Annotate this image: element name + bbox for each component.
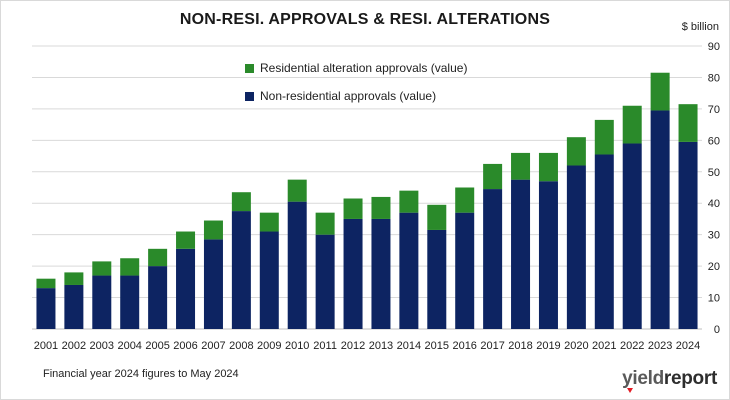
bar-non-residential xyxy=(343,218,363,329)
bar-residential-alterations xyxy=(511,152,531,180)
x-tick-label: 2009 xyxy=(257,340,281,352)
y-tick-label: 30 xyxy=(708,230,720,242)
chart-legend: Residential alteration approvals (value)… xyxy=(245,61,467,117)
legend-item-non-residential: Non-residential approvals (value) xyxy=(245,89,467,103)
bar-residential-alterations xyxy=(399,190,419,213)
bar-residential-alterations xyxy=(64,272,84,285)
bar-residential-alterations xyxy=(678,104,698,142)
bar-non-residential xyxy=(148,266,168,329)
y-tick-label: 90 xyxy=(708,41,720,53)
bar-residential-alterations xyxy=(538,152,558,182)
bar-non-residential xyxy=(64,284,84,329)
bar-non-residential xyxy=(371,218,391,329)
legend-label-residential-alterations: Residential alteration approvals (value) xyxy=(260,61,468,75)
bar-non-residential xyxy=(176,248,196,329)
y-tick-label: 70 xyxy=(708,104,720,116)
y-tick-label: 10 xyxy=(708,293,720,305)
x-tick-label: 2024 xyxy=(676,340,700,352)
bar-residential-alterations xyxy=(148,248,168,267)
bar-residential-alterations xyxy=(315,212,335,235)
x-tick-label: 2014 xyxy=(397,340,421,352)
legend-swatch-residential-alterations xyxy=(245,63,254,73)
legend-label-non-residential: Non-residential approvals (value) xyxy=(260,89,437,103)
bar-non-residential xyxy=(259,231,279,329)
bar-non-residential xyxy=(120,275,140,329)
x-tick-label: 2022 xyxy=(620,340,644,352)
bar-non-residential xyxy=(594,154,614,329)
x-tick-label: 2019 xyxy=(536,340,560,352)
x-tick-label: 2001 xyxy=(34,340,58,352)
x-tick-label: 2006 xyxy=(173,340,197,352)
bar-residential-alterations xyxy=(92,261,112,276)
legend-item-residential-alterations: Residential alteration approvals (value) xyxy=(245,61,467,75)
x-tick-label: 2008 xyxy=(229,340,253,352)
bar-residential-alterations xyxy=(176,231,196,249)
bar-non-residential xyxy=(92,275,112,329)
x-tick-label: 2003 xyxy=(90,340,114,352)
bar-residential-alterations xyxy=(594,119,614,155)
bar-residential-alterations xyxy=(287,179,307,202)
x-tick-label: 2012 xyxy=(341,340,365,352)
legend-swatch-non-residential xyxy=(245,91,254,101)
x-tick-label: 2021 xyxy=(592,340,616,352)
bar-non-residential xyxy=(678,141,698,329)
x-tick-label: 2007 xyxy=(201,340,225,352)
bar-non-residential xyxy=(203,239,223,329)
x-tick-label: 2013 xyxy=(369,340,393,352)
bar-residential-alterations xyxy=(36,278,56,289)
x-tick-label: 2004 xyxy=(117,340,141,352)
bar-non-residential xyxy=(455,212,475,329)
bar-residential-alterations xyxy=(203,220,223,240)
bar-non-residential xyxy=(399,212,419,329)
chart-title: NON-RESI. APPROVALS & RESI. ALTERATIONS xyxy=(179,11,551,28)
bar-residential-alterations xyxy=(259,212,279,232)
x-tick-label: 2015 xyxy=(425,340,449,352)
footnote: Financial year 2024 figures to May 2024 xyxy=(43,368,239,380)
bar-non-residential xyxy=(427,229,447,329)
brand-logo-marker-icon xyxy=(627,388,634,393)
bar-residential-alterations xyxy=(371,196,391,219)
x-tick-label: 2017 xyxy=(480,340,504,352)
bar-non-residential xyxy=(622,143,642,329)
x-tick-label: 2023 xyxy=(648,340,672,352)
bar-non-residential xyxy=(231,211,251,329)
y-tick-label: 50 xyxy=(708,167,720,179)
y-tick-label: 0 xyxy=(714,324,720,336)
brand-logo-part2: report xyxy=(663,368,717,389)
bar-non-residential xyxy=(315,234,335,329)
y-tick-label: 20 xyxy=(708,261,720,273)
y-axis-unit-label: $ billion xyxy=(681,21,719,33)
y-tick-label: 80 xyxy=(708,72,720,84)
y-tick-label: 60 xyxy=(708,135,720,147)
bar-non-residential xyxy=(287,201,307,329)
bar-non-residential xyxy=(483,189,503,329)
brand-logo-part1: yield xyxy=(622,368,664,389)
x-tick-label: 2010 xyxy=(285,340,309,352)
bar-residential-alterations xyxy=(566,137,586,166)
x-tick-label: 2016 xyxy=(452,340,476,352)
bar-non-residential xyxy=(36,288,56,329)
x-tick-label: 2011 xyxy=(313,340,337,352)
bar-residential-alterations xyxy=(483,163,503,190)
bar-non-residential xyxy=(566,165,586,329)
bar-residential-alterations xyxy=(120,258,140,276)
bar-non-residential xyxy=(650,110,670,329)
bar-residential-alterations xyxy=(231,192,251,212)
bar-residential-alterations xyxy=(343,198,363,219)
brand-logo: yieldreport xyxy=(622,368,717,393)
y-tick-label: 40 xyxy=(708,198,720,210)
x-tick-label: 2002 xyxy=(62,340,86,352)
bar-residential-alterations xyxy=(427,204,447,230)
x-tick-label: 2018 xyxy=(508,340,532,352)
bar-non-residential xyxy=(538,181,558,329)
bar-residential-alterations xyxy=(455,187,475,213)
bar-residential-alterations xyxy=(650,72,670,111)
bar-non-residential xyxy=(511,179,531,329)
x-tick-label: 2020 xyxy=(564,340,588,352)
bar-residential-alterations xyxy=(622,105,642,144)
x-tick-label: 2005 xyxy=(145,340,169,352)
